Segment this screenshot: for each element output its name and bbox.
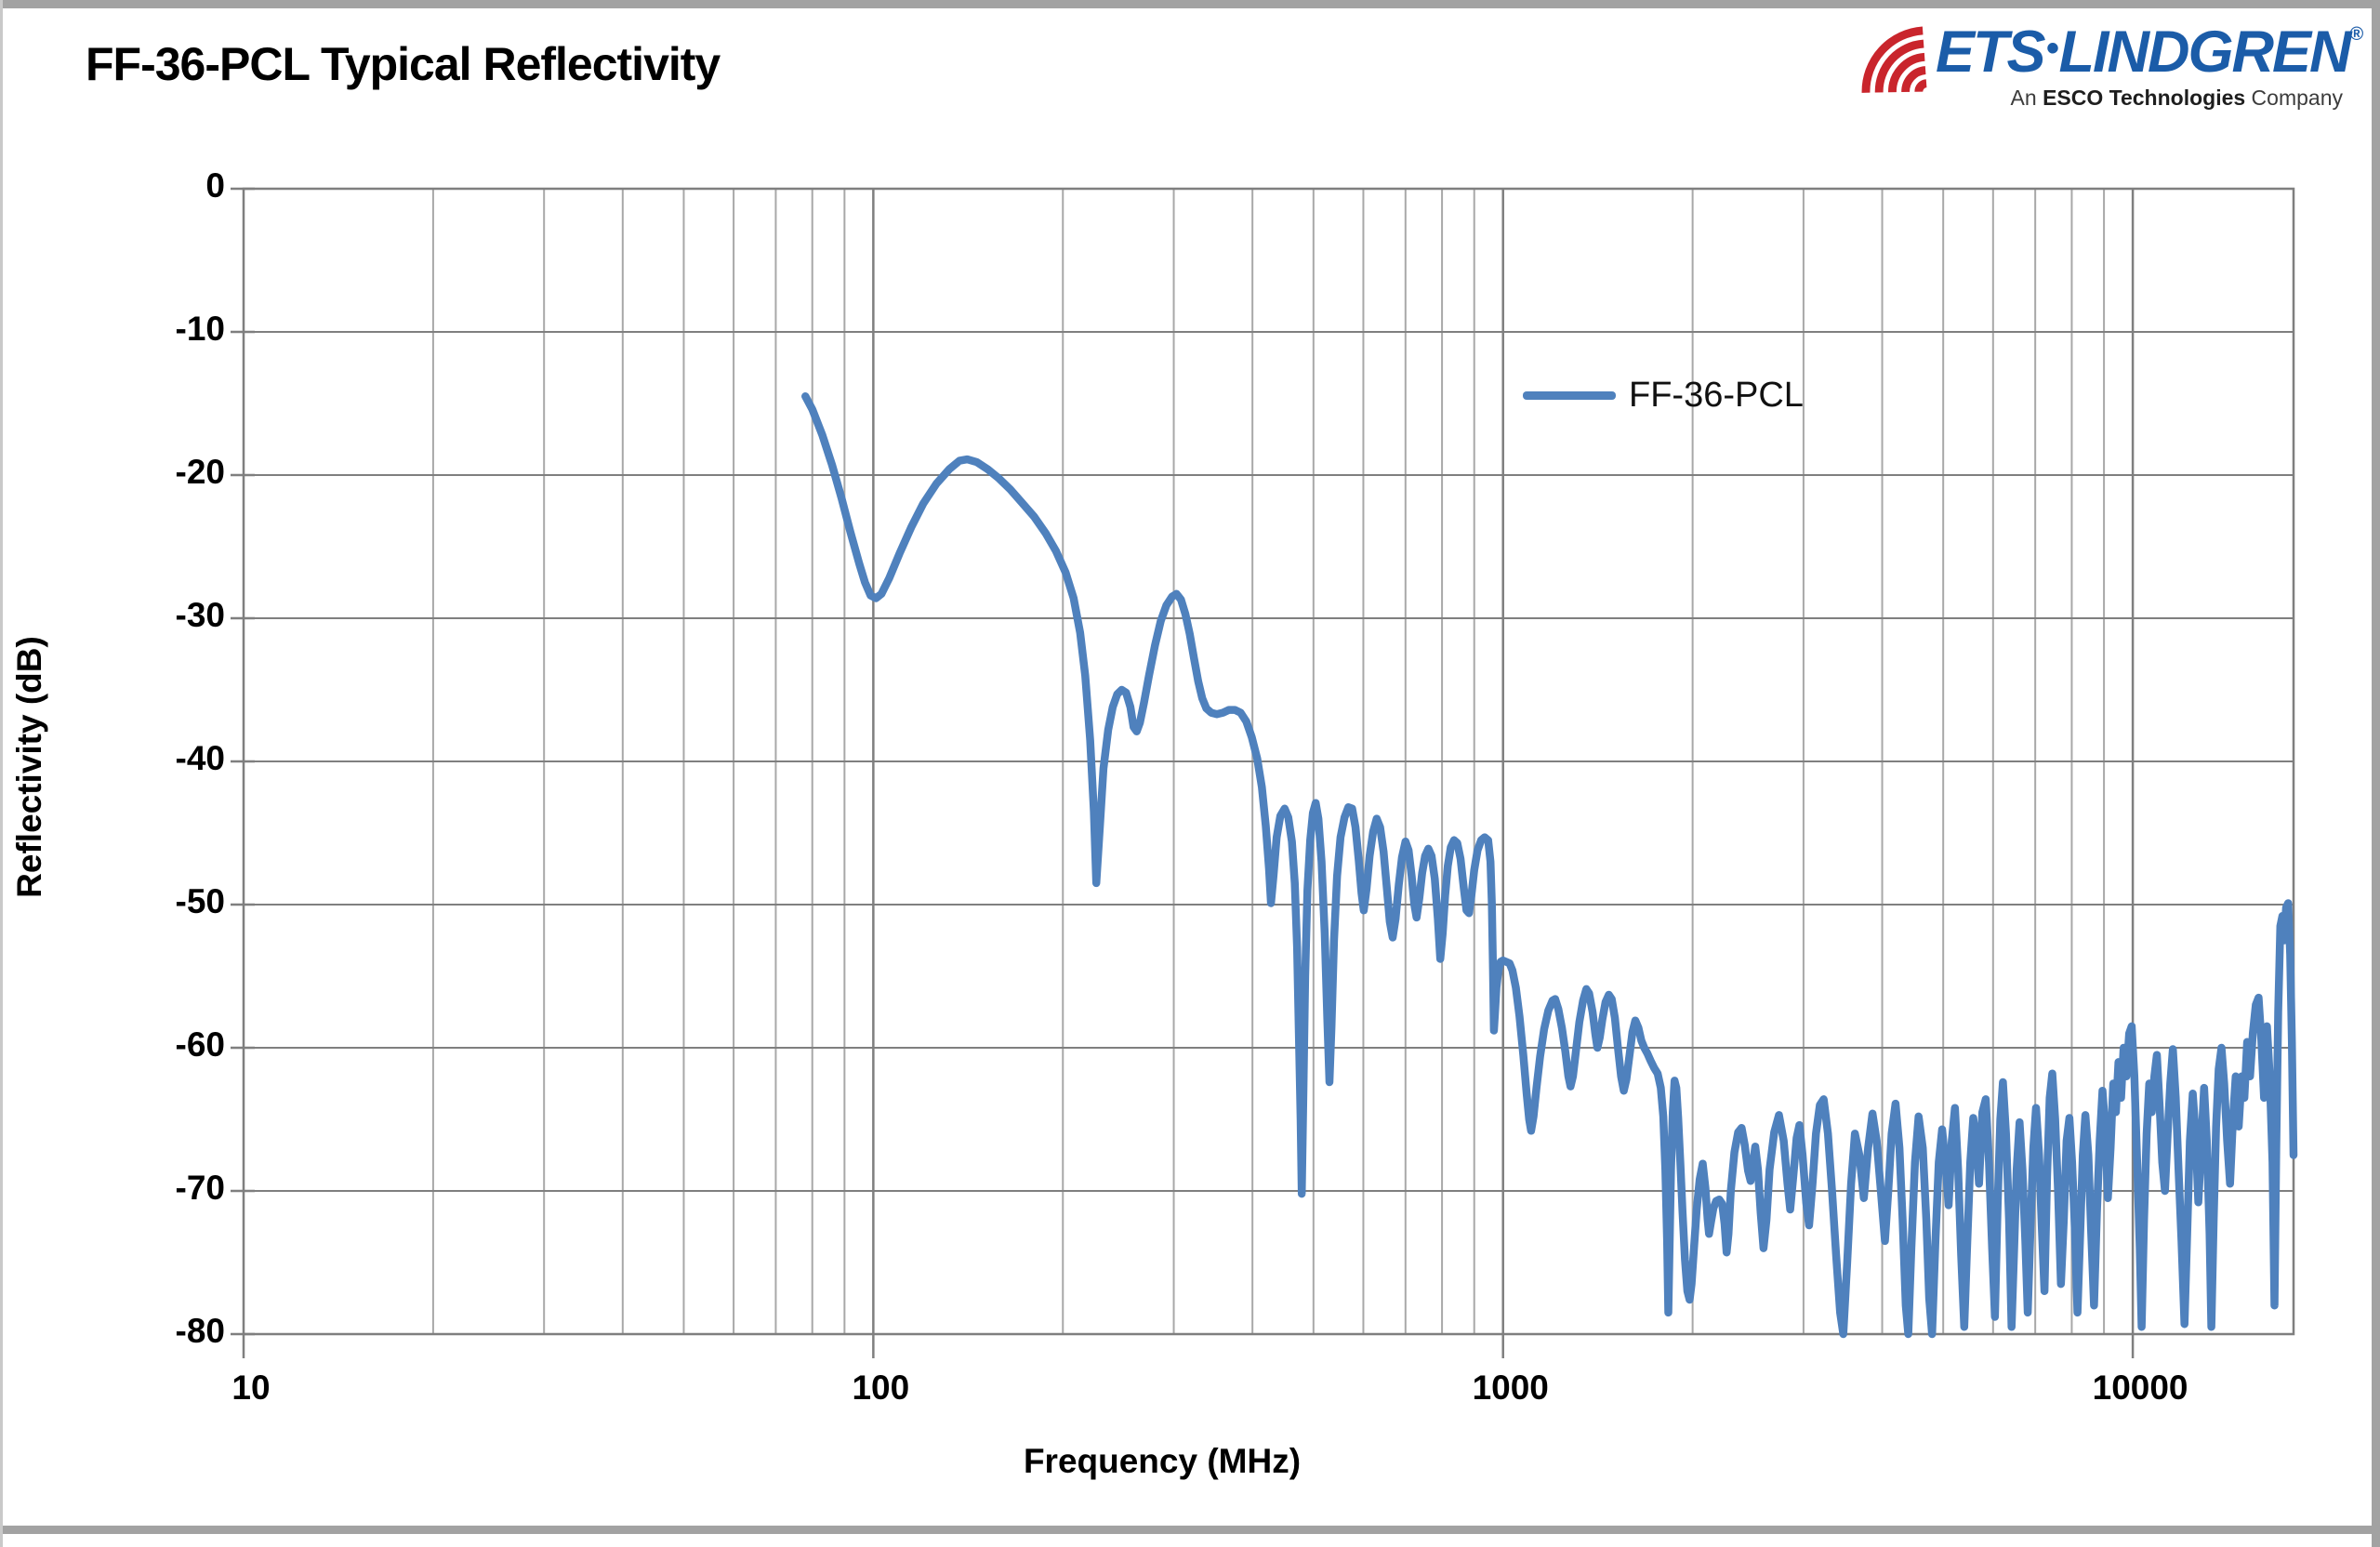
y-axis-title: Reflectivity (dB) [10,636,48,898]
y-tick-label: -10 [175,310,225,348]
x-tick-label: 10000 [2092,1368,2188,1407]
radio-waves-icon [1861,26,1927,93]
y-tick-label: -50 [175,882,225,920]
registered-trademark: ® [2349,24,2364,45]
y-tick-label: -20 [175,453,225,491]
x-tick-label: 1000 [1472,1368,1549,1407]
radio-wave-arc [1861,26,1924,93]
y-tick-label: -70 [175,1169,225,1207]
page-right-border [2372,0,2380,1547]
radio-wave-arc [1888,52,1925,93]
logo-dot: • [2045,28,2059,69]
x-axis-title: Frequency (MHz) [1023,1442,1302,1480]
legend-label: FF-36-PCL [1629,376,1804,415]
y-tick-label: -30 [175,596,225,634]
x-tick-label: 100 [852,1368,910,1407]
legend-line-swatch [1523,391,1616,400]
legend: FF-36-PCL [1523,376,1804,416]
series-line-FF-36-PCL [801,392,2298,1339]
y-tick-label: -60 [175,1025,225,1064]
radio-wave-arc [1874,39,1924,93]
x-tick-label: 10 [231,1368,271,1407]
ets-lindgren-logo: ETS•LINDGREN® An ESCO Technologies Compa… [1843,19,2364,112]
chart-title: FF-36-PCL Typical Reflectivity [86,38,721,90]
y-tick-label: -40 [175,739,225,777]
radio-wave-arc [1914,79,1927,93]
logo-tagline: An ESCO Technologies Company [2010,86,2343,110]
y-tick-label: -80 [175,1312,225,1350]
y-tick-label: 0 [205,166,225,205]
page-top-border [0,0,2380,8]
page-left-border [0,0,3,1547]
radio-wave-arc [1901,66,1926,93]
logo-brand-text: ETS•LINDGREN® [1936,20,2364,85]
page-bottom-border [0,1526,2380,1534]
